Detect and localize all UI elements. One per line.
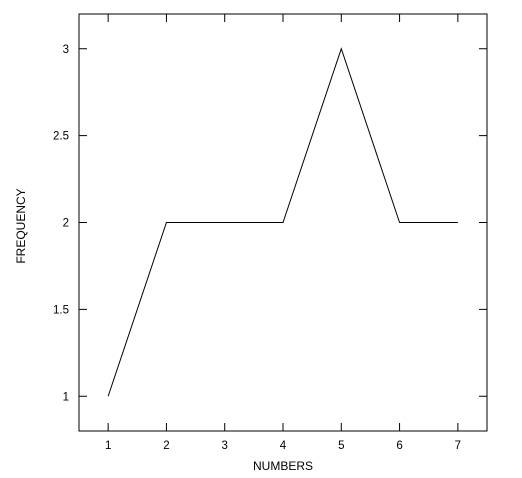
x-tick-label: 2 [163,440,169,452]
x-tick-label: 7 [455,440,461,452]
x-axis-label: NUMBERS [253,459,313,473]
x-tick-label: 5 [338,440,344,452]
y-tick-label: 2 [63,218,69,230]
x-tick-label: 3 [222,440,228,452]
x-tick-label: 6 [396,440,402,452]
y-tick-label: 2.5 [53,131,69,143]
y-tick-label: 3 [63,44,69,56]
x-tick-label: 4 [280,440,287,452]
y-tick-label: 1 [63,391,69,403]
y-axis-ticks: 1 1.5 2 2.5 3 [53,44,487,403]
series-line [107,47,458,397]
y-axis-label: FREQUENCY [14,188,28,263]
y-tick-label: 1.5 [53,304,69,316]
x-axis-ticks: 1 2 3 4 5 6 7 [105,14,461,452]
x-tick-label: 1 [105,440,111,452]
